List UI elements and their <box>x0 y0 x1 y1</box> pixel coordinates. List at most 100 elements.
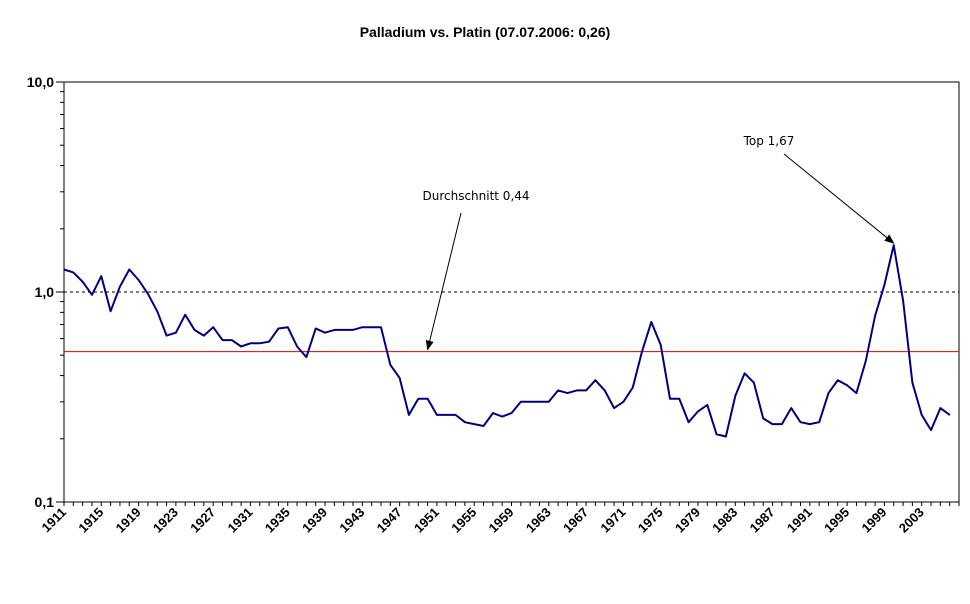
x-tick-label: 1963 <box>523 505 554 536</box>
x-tick-label: 1943 <box>336 505 367 536</box>
data-point <box>771 423 774 425</box>
x-tick-label: 2003 <box>896 505 927 536</box>
data-point <box>343 329 345 331</box>
y-tick-label: 10,0 <box>27 74 54 90</box>
data-point <box>949 414 951 416</box>
data-point <box>529 401 531 403</box>
data-point <box>128 268 130 271</box>
data-point <box>119 286 121 288</box>
data-point <box>548 401 550 403</box>
data-point <box>408 414 410 416</box>
data-point <box>501 416 503 418</box>
x-tick-label: 1975 <box>635 505 666 536</box>
data-point <box>753 382 755 384</box>
data-point <box>883 284 886 286</box>
data-point <box>175 332 177 334</box>
data-point <box>678 398 680 400</box>
y-tick-label: 0,1 <box>35 494 55 510</box>
x-tick-label: 1995 <box>821 505 852 536</box>
annotation-label: Durchschnitt 0,44 <box>422 189 529 203</box>
data-point <box>305 356 307 358</box>
data-point <box>874 315 876 317</box>
x-tick-label: 1931 <box>225 505 256 536</box>
data-point <box>464 421 466 423</box>
x-tick-label: 1979 <box>672 505 703 536</box>
x-tick-label: 1955 <box>448 505 479 536</box>
series-line-1 <box>63 244 951 438</box>
data-point <box>72 271 74 273</box>
data-point <box>576 389 578 391</box>
data-point <box>632 387 634 389</box>
data-point <box>333 329 335 331</box>
data-point <box>697 410 699 413</box>
data-point <box>315 327 317 330</box>
y-tick-label: 1,0 <box>35 284 55 300</box>
data-point <box>538 401 541 403</box>
data-point <box>277 327 280 330</box>
data-point <box>557 389 559 391</box>
data-point <box>193 329 196 331</box>
data-point <box>165 334 168 337</box>
data-point <box>604 389 606 391</box>
data-point <box>566 392 569 394</box>
data-point <box>846 384 848 386</box>
x-tick-label: 1927 <box>187 505 218 536</box>
data-point <box>799 421 802 423</box>
data-point <box>725 435 727 438</box>
annotation-arrow <box>425 212 462 351</box>
data-point <box>268 341 270 343</box>
data-point <box>594 379 597 381</box>
data-point <box>473 423 475 425</box>
data-point <box>231 339 233 341</box>
data-point <box>259 342 261 344</box>
data-point <box>454 414 457 416</box>
data-point <box>296 345 298 348</box>
data-point <box>82 281 84 283</box>
data-point <box>902 300 904 302</box>
data-point <box>426 398 429 400</box>
data-point <box>221 339 224 341</box>
data-point <box>613 407 615 409</box>
data-point <box>212 326 214 328</box>
data-point <box>399 377 401 379</box>
data-point <box>417 398 419 400</box>
data-point <box>110 310 112 312</box>
data-point <box>287 326 289 328</box>
data-point <box>492 412 494 414</box>
data-point <box>380 326 382 328</box>
data-point <box>688 421 690 423</box>
data-point <box>827 392 830 394</box>
data-point <box>445 414 447 416</box>
x-tick-label: 1991 <box>784 505 815 536</box>
data-point <box>641 351 643 353</box>
data-point <box>716 433 718 435</box>
data-point <box>809 423 811 425</box>
data-point <box>939 407 941 409</box>
data-point <box>893 244 895 246</box>
data-point <box>650 321 652 323</box>
data-point <box>911 382 913 384</box>
data-point <box>762 417 764 420</box>
x-tick-label: 1987 <box>747 505 778 536</box>
x-tick-label: 1959 <box>486 505 517 536</box>
data-point <box>660 344 662 346</box>
data-point <box>622 401 624 403</box>
data-point <box>482 425 485 427</box>
data-point <box>371 326 373 328</box>
annotation-label: Top 1,67 <box>743 134 795 148</box>
data-point <box>100 275 102 277</box>
data-point <box>63 268 65 271</box>
data-point <box>706 404 708 406</box>
data-point <box>520 401 522 403</box>
data-point <box>436 414 438 416</box>
data-point <box>203 334 205 337</box>
data-point <box>669 398 671 400</box>
data-point <box>184 314 186 316</box>
data-point <box>921 414 923 416</box>
x-tick-label: 1915 <box>75 505 106 536</box>
data-point <box>734 395 736 397</box>
data-point <box>781 423 783 425</box>
data-point <box>352 329 354 331</box>
data-point <box>389 364 391 366</box>
x-tick-label: 1939 <box>299 505 330 536</box>
